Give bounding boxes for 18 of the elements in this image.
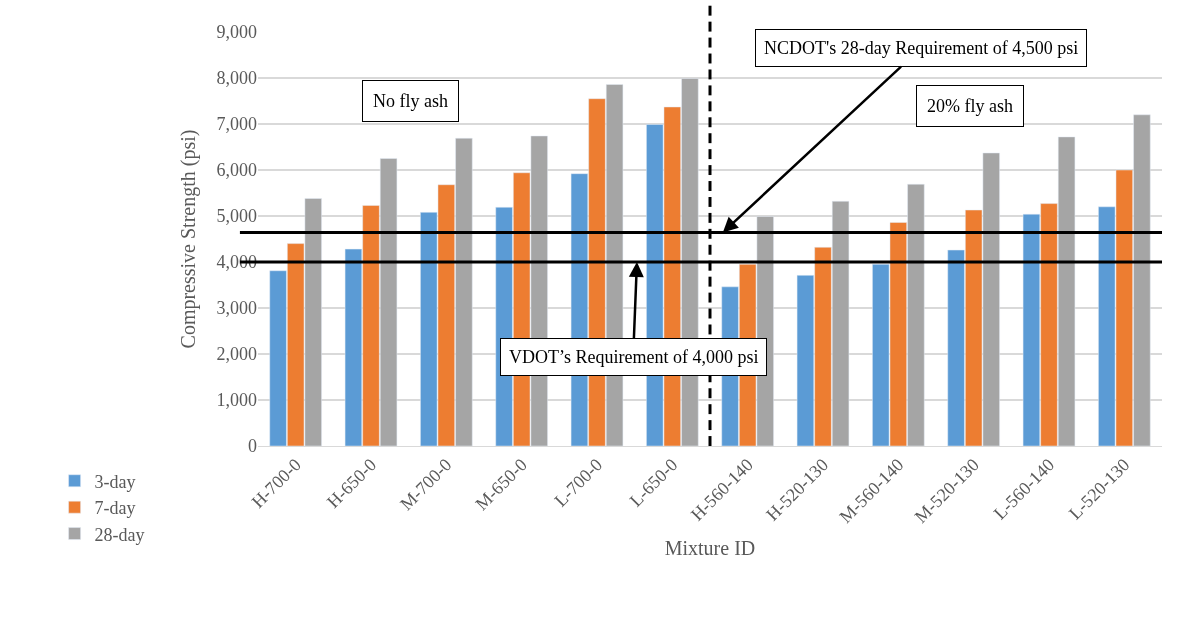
ref-line-label: NCDOT's 28-day Requirement of 4,500 psi xyxy=(764,38,1079,58)
x-axis-title: Mixture ID xyxy=(664,537,756,560)
y-tick-label: 0 xyxy=(248,436,257,457)
annotation: No fly ash xyxy=(373,91,448,111)
y-tick-label: 9,000 xyxy=(216,22,257,43)
annotation: 20% fly ash xyxy=(927,96,1013,116)
ref-line-label: VDOT’s Requirement of 4,000 psi xyxy=(509,347,759,367)
legend-label: 3-day xyxy=(94,471,136,492)
y-tick-label: 7,000 xyxy=(216,114,257,135)
legend-label: 7-day xyxy=(94,498,136,519)
y-tick-label: 3,000 xyxy=(216,298,257,319)
y-axis-title: Compressive Strength (psi) xyxy=(177,129,200,349)
y-tick-label: 6,000 xyxy=(216,160,257,181)
y-tick-label: 5,000 xyxy=(216,206,257,227)
y-tick-label: 8,000 xyxy=(216,68,257,89)
y-tick-label: 1,000 xyxy=(216,390,257,411)
legend-label: 28-day xyxy=(94,524,145,545)
y-tick-label: 2,000 xyxy=(216,344,257,365)
